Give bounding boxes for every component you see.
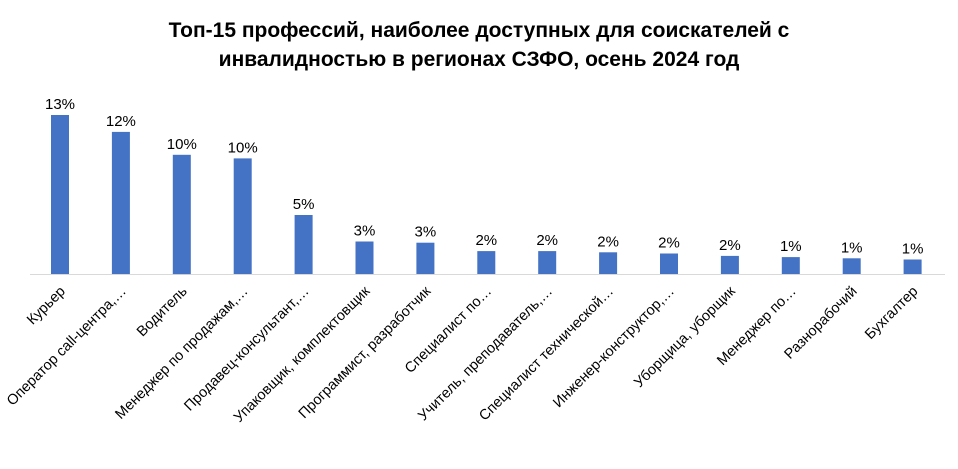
value-label-4: 10% xyxy=(228,139,258,156)
value-label-3: 10% xyxy=(167,136,197,153)
category-label-15: Бухгалтер xyxy=(862,284,921,343)
bar-1 xyxy=(51,115,69,274)
bar-12 xyxy=(720,255,739,274)
chart-title: Топ-15 профессий, наиболее доступных для… xyxy=(0,16,958,74)
bar-4 xyxy=(233,158,252,274)
bar-2 xyxy=(111,131,130,274)
bar-13 xyxy=(781,257,800,274)
category-label-12: Уборщица, уборщик xyxy=(631,283,739,391)
bar-15 xyxy=(903,259,922,274)
category-label-1: Курьер xyxy=(24,284,69,329)
bar-14 xyxy=(842,258,861,274)
value-label-2: 12% xyxy=(106,113,136,130)
bar-5 xyxy=(294,215,313,274)
bar-11 xyxy=(660,253,678,274)
category-label-3: Водитель xyxy=(134,284,191,341)
bar-7 xyxy=(416,242,435,274)
value-label-13: 1% xyxy=(780,238,802,255)
chart-title-line-2: инвалидностью в регионах СЗФО, осень 202… xyxy=(218,48,740,71)
value-label-7: 3% xyxy=(415,224,437,241)
bar-9 xyxy=(538,251,557,274)
value-label-10: 2% xyxy=(597,233,619,250)
value-label-9: 2% xyxy=(536,232,558,249)
value-label-15: 1% xyxy=(902,241,924,258)
bar-8 xyxy=(477,251,496,274)
bar-10 xyxy=(599,252,618,274)
bar-3 xyxy=(172,154,191,275)
bar-6 xyxy=(355,241,374,274)
category-label-5: Продавец-консультант,… xyxy=(181,284,312,415)
bars-group xyxy=(51,115,922,275)
value-label-6: 3% xyxy=(354,223,376,240)
value-label-11: 2% xyxy=(658,235,680,252)
value-labels-group: 13% 12% 10% 10% 5% 3% 3% 2% 2% 2% 2% 2% 1% 1% 1% xyxy=(45,96,923,258)
category-label-2: Оператор call-центра,… xyxy=(4,284,130,410)
chart-title-line-1: Топ-15 профессий, наиболее доступных для… xyxy=(168,19,790,42)
value-label-8: 2% xyxy=(475,232,497,249)
category-label-11: Инженер-конструктор,… xyxy=(550,284,678,412)
value-label-14: 1% xyxy=(841,239,863,256)
value-label-12: 2% xyxy=(719,237,741,254)
value-label-5: 5% xyxy=(293,196,315,213)
value-label-1: 13% xyxy=(45,96,75,113)
